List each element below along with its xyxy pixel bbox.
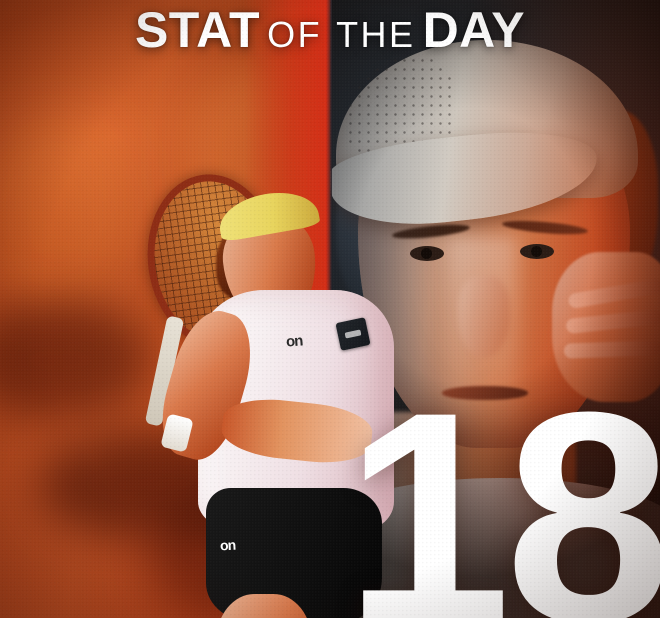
headline-word-day: DAY <box>422 2 526 58</box>
on-logo-shirt: on <box>285 332 303 351</box>
background-blur-blob <box>0 120 130 310</box>
headline-word-of: OF <box>267 14 323 55</box>
background-blur-blob <box>0 300 150 420</box>
on-logo-shorts: on <box>219 536 236 554</box>
headline-word-the: THE <box>336 14 416 55</box>
headline: STAT OF THE DAY <box>0 0 660 59</box>
headline-word-stat: STAT <box>134 2 261 58</box>
player-shorts <box>206 488 382 618</box>
right-panel-portrait-background <box>330 0 660 618</box>
stat-value: 18 <box>344 349 660 618</box>
player-action-cutout: on on <box>120 165 420 618</box>
